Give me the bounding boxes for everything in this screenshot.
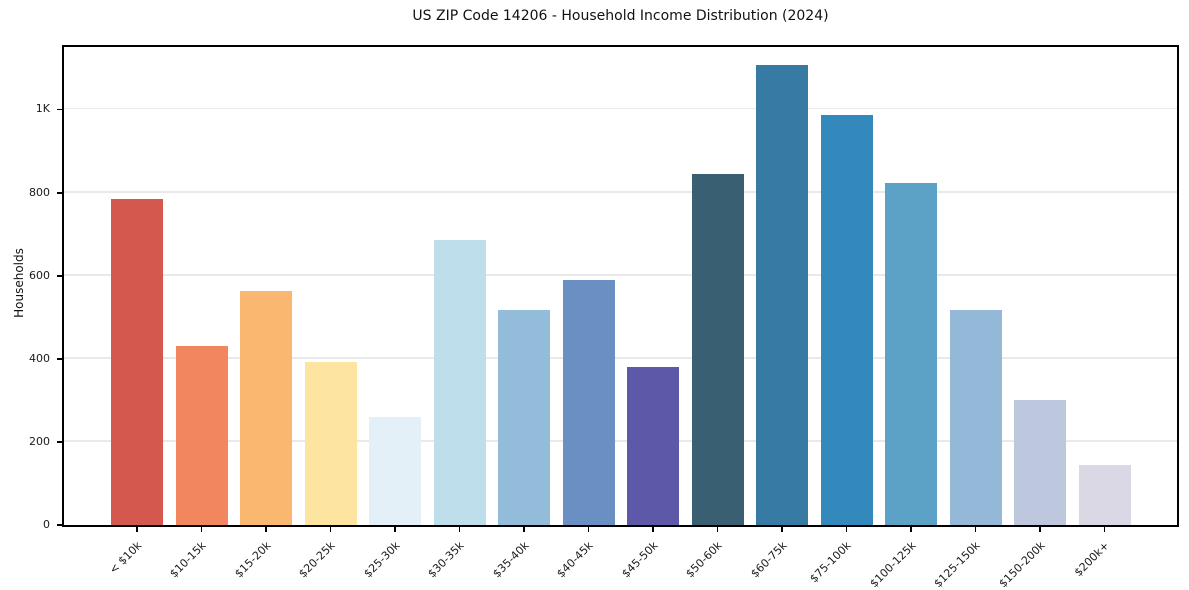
- x-tick-mark: [265, 527, 267, 532]
- bar-10-15k: [175, 345, 228, 525]
- x-tick-mark: [587, 527, 590, 532]
- gridline-1K: [64, 107, 1177, 110]
- x-tick-label: $25-30k: [360, 539, 403, 581]
- x-tick-label: $60-75k: [747, 539, 790, 581]
- y-tick-mark: [57, 524, 62, 526]
- x-tick-label: $15-20k: [231, 539, 274, 581]
- bar-35-40k: [498, 310, 550, 525]
- x-tick-mark: [200, 527, 203, 532]
- y-tick-label: 0: [43, 518, 50, 531]
- x-tick-mark: [974, 527, 977, 532]
- x-tick-mark: [652, 527, 654, 532]
- x-tick-label: $20-25k: [296, 539, 338, 581]
- bar-15-20k: [240, 291, 292, 525]
- bar-50-60k: [691, 173, 744, 525]
- gridline-400: [64, 357, 1177, 359]
- bar-40-45k: [562, 279, 615, 525]
- y-tick-mark: [57, 275, 62, 277]
- bar-20-25k: [304, 362, 357, 525]
- y-tick-label: 600: [29, 268, 50, 282]
- gridline-200: [64, 440, 1177, 442]
- bar-100-125k: [885, 183, 937, 525]
- bar-150-200k: [1014, 400, 1066, 525]
- x-tick-label: $10-15k: [167, 539, 209, 581]
- x-tick-mark: [394, 527, 396, 532]
- x-tick-label: $75-100k: [807, 539, 854, 586]
- y-tick-mark: [57, 441, 62, 443]
- x-tick-mark: [1103, 527, 1106, 532]
- y-tick-label: 400: [29, 351, 50, 365]
- y-tick-label: 800: [29, 185, 50, 199]
- x-tick-label: $30-35k: [425, 539, 467, 581]
- x-tick-label: $150-200k: [996, 539, 1048, 590]
- x-tick-mark: [523, 527, 525, 532]
- bar-30-35k: [433, 240, 486, 525]
- bar-10k: [111, 198, 163, 525]
- bar-60-75k: [756, 65, 808, 525]
- y-tick-mark: [57, 358, 62, 360]
- y-tick-label: 1K: [35, 102, 50, 116]
- x-tick-mark: [845, 527, 848, 532]
- x-tick-mark: [716, 527, 719, 532]
- x-tick-label: $40-45k: [554, 539, 596, 581]
- x-tick-mark: [136, 527, 138, 532]
- x-tick-mark: [458, 527, 461, 532]
- gridline-800: [64, 191, 1177, 193]
- x-tick-mark: [781, 527, 783, 532]
- bar-125-150k: [949, 310, 1002, 525]
- y-axis-label: Households: [12, 248, 26, 318]
- x-tick-mark: [329, 527, 332, 532]
- y-tick-mark: [57, 108, 62, 111]
- bar-25-30k: [369, 416, 421, 525]
- bar-45-50k: [627, 367, 679, 525]
- x-tick-label: $50-60k: [683, 539, 725, 581]
- chart-title: US ZIP Code 14206 - Household Income Dis…: [412, 8, 829, 24]
- gridline-600: [64, 274, 1177, 276]
- bar-75-100k: [820, 115, 873, 525]
- x-tick-label: < $10k: [106, 539, 145, 577]
- y-tick-label: 200: [29, 434, 50, 448]
- x-tick-label: $35-40k: [489, 539, 532, 581]
- y-tick-mark: [57, 192, 62, 194]
- bar-200k: [1078, 464, 1131, 525]
- x-tick-label: $200k+: [1071, 539, 1112, 580]
- x-tick-label: $45-50k: [618, 539, 661, 581]
- x-tick-mark: [910, 527, 912, 532]
- x-tick-mark: [1039, 527, 1041, 532]
- x-tick-label: $100-125k: [867, 539, 919, 590]
- x-tick-label: $125-150k: [931, 539, 983, 590]
- plot-area: 0 200 400 600 800 1K < $10k $10-15k $15-20k $20-2…: [29, 45, 1179, 590]
